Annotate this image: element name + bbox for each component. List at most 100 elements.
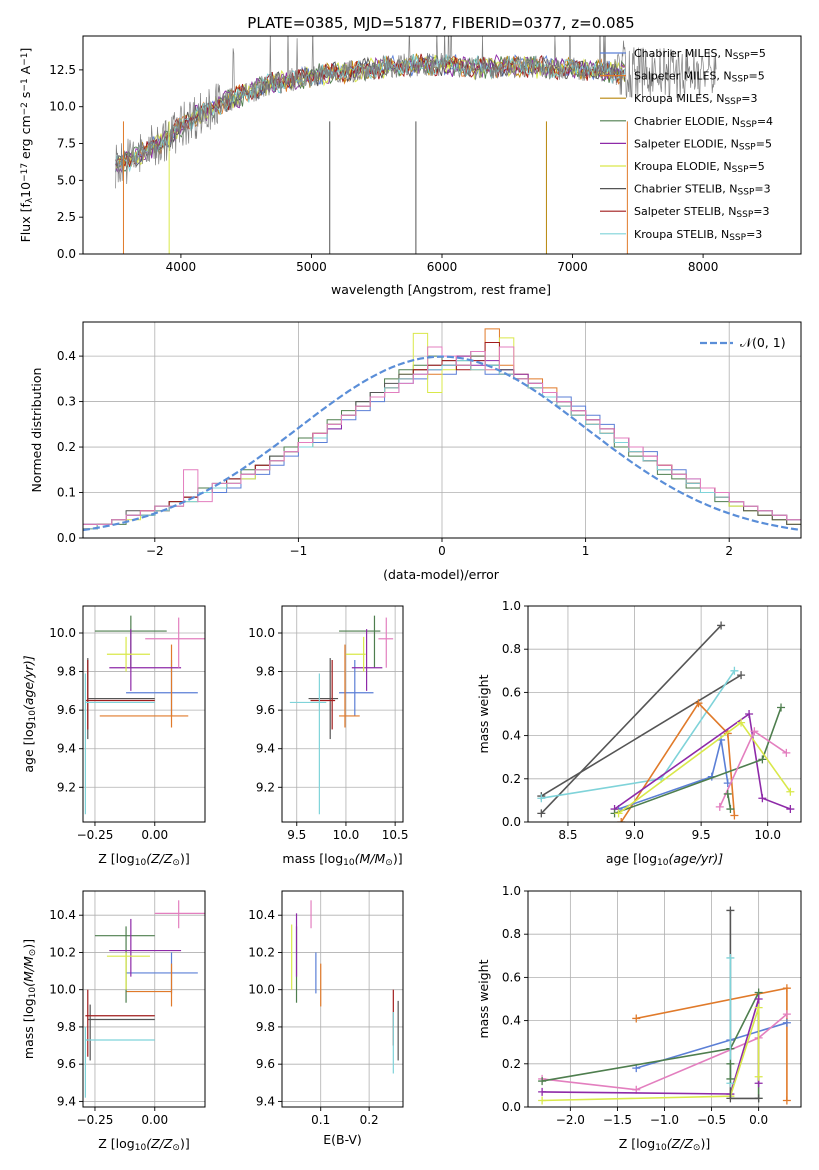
label-part: SSP [736,210,753,220]
label-part: SSP [738,188,755,198]
label-part: Flux [f [18,203,33,243]
weight-marker [786,805,795,814]
weight-marker [758,794,767,803]
y-tick-label: 10.0 [49,983,76,997]
y-tick-label: 10.0 [248,626,275,640]
y-tick-label: 9.4 [57,1094,76,1108]
weight-marker [715,802,724,811]
label-part: (age/yr)] [21,655,36,710]
label-part: (M/M [355,851,386,866]
label-part: SSP [740,120,757,130]
axes-frame [527,605,802,823]
label-part: )] [21,939,36,949]
weight-line [540,624,722,814]
label-part: ⊙ [385,858,393,868]
y-tick-label: 10.0 [248,983,275,997]
y-tick-label: 9.4 [256,1094,275,1108]
plot-area [291,900,399,1074]
y-tick-label: 10.4 [248,908,275,922]
y-tick-label: 9.4 [57,742,76,756]
legend-entry: 𝒩(0, 1) [740,335,786,350]
x-tick-label: −1 [290,544,308,558]
weight-marker [737,718,746,727]
x-axis-label: wavelength [Angstrom, rest frame] [331,282,551,297]
y-tick-label: 0.4 [57,349,76,363]
weight-marker [782,748,791,757]
label-part: Salpeter ELODIE, N [634,137,739,150]
weight-marker [754,1072,763,1081]
y-tick-label: 1.0 [502,884,521,898]
plot-area [538,906,791,1105]
axes-frame [82,890,206,1108]
y-tick-label: 9.8 [256,1020,275,1034]
label-part: ⊙ [693,1143,701,1153]
x-axis-label: E(B-V) [323,1132,362,1147]
y-tick-label: 10.4 [49,908,76,922]
histogram-step [83,360,801,538]
y-tick-label: 12.5 [49,63,76,77]
y-tick-label: 9.2 [256,780,275,794]
y-axis-label: mass [log10(M/M⊙)] [21,939,38,1059]
y-tick-label: 10.0 [49,626,76,640]
label-part: ⊙ [172,858,180,868]
y-tick-label: 0.6 [502,970,521,984]
x-tick-label: 0.00 [141,828,168,842]
weight-marker [782,984,791,993]
panel-age-vs-Z: −0.25 0.009.29.49.69.810.0Z [log10(Z/Z⊙)]… [21,605,206,868]
label-part: mass [log [282,851,343,866]
weight-marker [617,818,626,822]
weight-marker [754,1003,763,1012]
legend-entry: Chabrier ELODIE, NSSP=4 [634,115,773,130]
model-spectrum-line [115,54,626,173]
x-tick-label: 9.5 [692,828,711,842]
plot-area [84,615,205,815]
y-axis-label: age [log10(age/yr)] [21,655,38,772]
weight-marker [730,811,739,820]
label-part: Chabrier STELIB, N [634,183,738,196]
label-part: SSP [724,97,741,107]
label-part: age [log [606,851,657,866]
x-tick-label: 5000 [296,260,327,274]
weight-marker [694,699,703,708]
y-tick-label: 9.4 [256,742,275,756]
model-spectrum-line [115,54,626,170]
label-part: (Z/Z [146,851,173,866]
label-part: =4 [757,115,773,128]
label-part: Z [log [619,1136,655,1151]
weight-line [729,910,759,1100]
x-tick-label: 0.1 [311,1113,330,1127]
y-tick-label: 10.0 [49,100,76,114]
legend-entry: Salpeter STELIB, NSSP=3 [634,205,770,220]
x-tick-label: 0 [438,544,446,558]
label-part: 10 [135,1143,147,1153]
normal-curve [83,355,801,532]
axes-frame [281,605,404,823]
label-part: 10 [28,710,38,722]
label-part: )] [180,851,190,866]
label-part: SSP [733,52,750,62]
x-tick-label: 2 [725,544,733,558]
x-tick-label: 0.00 [141,1113,168,1127]
x-tick-label: 10.5 [382,828,409,842]
y-tick-label: 9.8 [256,665,275,679]
x-tick-label: 9.0 [625,828,644,842]
panel-massweight-vs-Z: −2.0 −1.5 −1.0 −0.5 0.0 0.0 0.2 0.4 0.6 0.8 1.0 Z [… [476,884,802,1153]
label-part: SSP [732,165,749,175]
label-part: 10 [655,1143,667,1153]
label-part: ⊙ [172,1143,180,1153]
weight-marker [537,794,546,803]
axes-frame [281,890,404,1108]
x-axis-label: mass [log10(M/M⊙)] [282,851,402,868]
data-spectrum-line [115,36,717,189]
label-part: (Z/Z [667,1136,694,1151]
label-part: )] [180,1136,190,1151]
x-tick-label: −0.25 [77,828,114,842]
axes-frame [82,35,802,255]
label-part: =3 [753,205,769,218]
y-tick-label: 9.8 [57,1020,76,1034]
weight-marker [737,671,746,680]
label-part: A [18,65,33,78]
label-part: −2 [20,102,30,115]
label-part: (Z/Z [146,1136,173,1151]
